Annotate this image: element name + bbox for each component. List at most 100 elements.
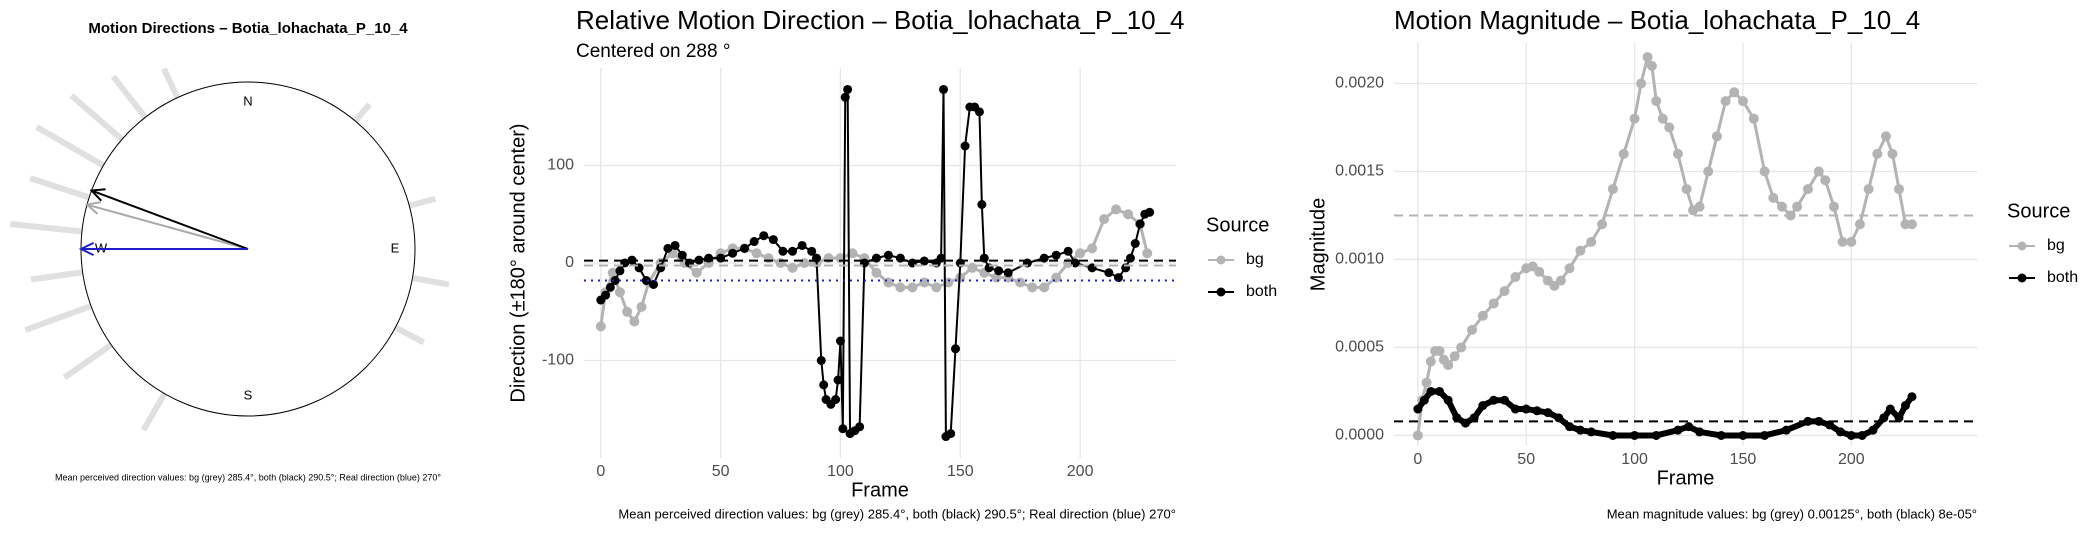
data-point xyxy=(1477,310,1488,321)
data-point xyxy=(1854,219,1865,230)
data-point xyxy=(1027,282,1038,293)
data-point xyxy=(1657,113,1668,124)
data-point xyxy=(1846,236,1857,247)
data-point xyxy=(1906,219,1917,230)
data-point xyxy=(1104,268,1114,278)
data-point xyxy=(759,231,769,241)
data-point xyxy=(1555,275,1566,286)
data-point xyxy=(807,246,817,256)
data-point xyxy=(1142,248,1153,259)
data-point xyxy=(1051,250,1061,260)
data-point xyxy=(895,282,906,293)
data-point xyxy=(819,380,829,390)
data-point xyxy=(1443,395,1453,405)
data-point xyxy=(1651,96,1662,107)
data-point xyxy=(1608,430,1618,440)
x-tick-label: 200 xyxy=(1067,463,1094,480)
rose-ray xyxy=(394,324,426,346)
series-line xyxy=(1416,52,1912,436)
data-point xyxy=(763,253,774,264)
data-point xyxy=(1145,207,1155,217)
legend-label: both xyxy=(1246,283,1277,300)
arrow-head xyxy=(78,242,95,256)
data-point xyxy=(1695,427,1705,437)
data-point xyxy=(749,237,759,247)
legend-label: bg xyxy=(2047,237,2065,254)
data-point xyxy=(641,276,651,286)
rose-ray xyxy=(29,175,91,201)
caption: Mean magnitude values: bg (grey) 0.00125… xyxy=(1607,506,1977,521)
legend-label: bg xyxy=(1246,251,1264,268)
y-tick-label: -100 xyxy=(542,352,574,369)
data-point xyxy=(1885,404,1895,414)
data-point xyxy=(1900,401,1910,411)
data-point xyxy=(1510,404,1520,414)
chart-title: Motion Directions – Botia_lohachata_P_10… xyxy=(88,20,408,37)
data-point xyxy=(831,395,841,404)
data-point xyxy=(1461,418,1471,428)
y-tick-label: 0.0015 xyxy=(1335,163,1384,180)
data-point xyxy=(1737,96,1748,107)
data-point xyxy=(823,253,834,264)
data-point xyxy=(694,255,704,265)
arrow-head xyxy=(84,201,101,215)
data-point xyxy=(1887,148,1898,159)
data-point xyxy=(994,266,1004,276)
legend-key-point xyxy=(1216,255,1226,265)
data-point xyxy=(1130,239,1140,248)
data-point xyxy=(615,266,625,276)
data-point xyxy=(649,279,659,289)
data-point xyxy=(1673,425,1683,435)
data-point xyxy=(1868,425,1878,435)
series-line xyxy=(599,207,1149,327)
data-point xyxy=(663,243,673,253)
data-point xyxy=(1681,184,1692,195)
data-point xyxy=(1907,392,1917,402)
y-tick-label: 0.0005 xyxy=(1335,339,1384,356)
x-axis-title: Frame xyxy=(1657,467,1715,489)
data-point xyxy=(1664,122,1675,133)
compass-label: W xyxy=(95,240,108,255)
data-point xyxy=(1412,430,1423,441)
data-point xyxy=(1748,113,1759,124)
data-point xyxy=(843,84,853,94)
data-point xyxy=(883,250,893,260)
chart-title: Motion Magnitude – Botia_lohachata_P_10_… xyxy=(1394,5,1920,35)
data-point xyxy=(939,84,949,94)
data-point xyxy=(1828,201,1839,212)
data-point xyxy=(607,267,618,278)
data-point xyxy=(1575,425,1585,435)
data-point xyxy=(1672,148,1683,159)
data-point xyxy=(1488,298,1499,309)
data-point xyxy=(833,375,843,385)
data-point xyxy=(1039,282,1050,293)
x-tick-label: 0 xyxy=(1413,451,1422,468)
data-point xyxy=(1586,236,1597,247)
data-point xyxy=(1597,219,1608,230)
legend-key-point xyxy=(2017,241,2027,251)
data-point xyxy=(1879,413,1889,423)
data-point xyxy=(1113,273,1123,283)
data-point xyxy=(967,262,978,273)
data-point xyxy=(1738,430,1748,440)
data-point xyxy=(919,277,930,288)
data-point xyxy=(1003,268,1013,278)
data-point xyxy=(1776,201,1787,212)
data-point xyxy=(1768,192,1779,203)
compass-label: S xyxy=(244,387,253,402)
data-point xyxy=(601,290,611,300)
data-point xyxy=(1521,404,1531,414)
data-point xyxy=(1063,246,1073,256)
data-point xyxy=(740,243,750,253)
data-point xyxy=(1630,430,1640,440)
data-point xyxy=(768,235,778,245)
data-point xyxy=(1894,413,1904,423)
data-point xyxy=(1534,266,1545,277)
data-point xyxy=(1618,148,1629,159)
data-point xyxy=(797,240,807,250)
data-point xyxy=(614,287,625,298)
data-point xyxy=(1857,430,1867,440)
